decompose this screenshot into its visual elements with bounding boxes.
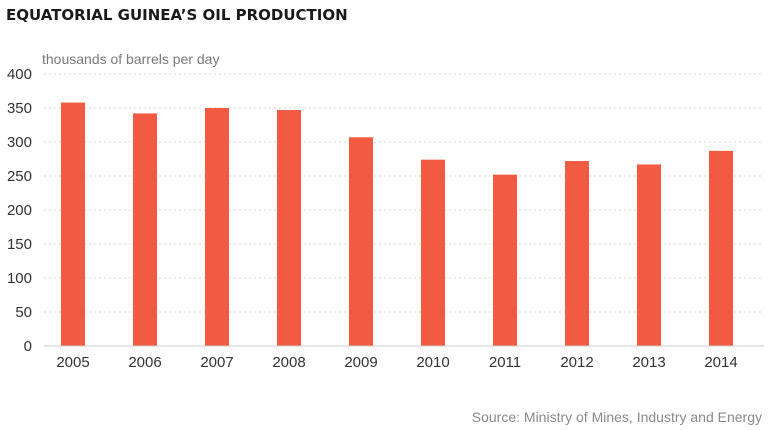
y-tick-label: 400 xyxy=(7,66,32,83)
bar-2011 xyxy=(493,174,517,346)
bar-2008 xyxy=(277,110,301,346)
bar-2009 xyxy=(349,137,373,346)
x-tick-label: 2008 xyxy=(272,354,305,371)
x-tick-label: 2006 xyxy=(128,354,161,371)
bar-2007 xyxy=(205,108,229,346)
y-tick-label: 300 xyxy=(7,134,32,151)
x-tick-label: 2009 xyxy=(344,354,377,371)
bar-2014 xyxy=(709,150,733,346)
y-tick-label: 100 xyxy=(7,270,32,287)
x-tick-label: 2012 xyxy=(560,354,593,371)
chart-title: EQUATORIAL GUINEA’S OIL PRODUCTION xyxy=(6,6,348,24)
y-tick-label: 0 xyxy=(24,338,32,355)
bar-2006 xyxy=(133,113,157,346)
y-axis-label: thousands of barrels per day xyxy=(42,51,219,67)
bar-2005 xyxy=(61,102,85,346)
y-tick-label: 350 xyxy=(7,100,32,117)
x-tick-label: 2013 xyxy=(632,354,665,371)
y-tick-label: 250 xyxy=(7,168,32,185)
x-axis-ticks: 2005 2006 2007 2008 2009 2010 2011 2012 2013 2014 xyxy=(56,354,737,371)
bar-2012 xyxy=(565,161,589,346)
source-note: Source: Ministry of Mines, Industry and … xyxy=(472,409,762,425)
y-axis-ticks: 0 50 100 150 200 250 300 350 400 xyxy=(7,66,32,355)
y-tick-label: 50 xyxy=(15,304,32,321)
x-tick-label: 2010 xyxy=(416,354,449,371)
bars xyxy=(61,102,733,346)
x-tick-label: 2005 xyxy=(56,354,89,371)
bar-2010 xyxy=(421,159,445,346)
bar-2013 xyxy=(637,164,661,346)
y-tick-label: 200 xyxy=(7,202,32,219)
x-tick-label: 2007 xyxy=(200,354,233,371)
y-tick-label: 150 xyxy=(7,236,32,253)
x-tick-label: 2014 xyxy=(704,354,737,371)
x-tick-label: 2011 xyxy=(489,354,521,371)
gridlines xyxy=(44,73,764,313)
